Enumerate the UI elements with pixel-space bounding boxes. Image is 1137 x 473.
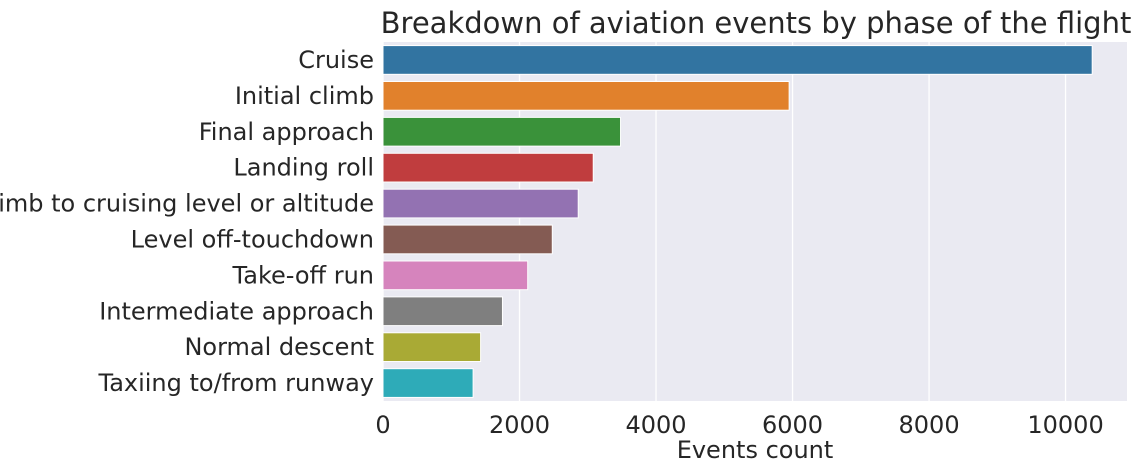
category-label: Taxiing to/from runway bbox=[98, 369, 375, 397]
category-label: Climb to cruising level or altitude bbox=[0, 190, 374, 218]
x-tick-2000: 2000 bbox=[489, 411, 550, 439]
category-label: Normal descent bbox=[184, 333, 374, 361]
category-label: Initial climb bbox=[235, 82, 374, 110]
x-tick-8000: 8000 bbox=[899, 411, 960, 439]
category-labels: Cruise Initial climb Final approach Landing… bbox=[0, 46, 374, 397]
bar-10 bbox=[382, 368, 474, 398]
x-tick-labels: 0 2000 4000 6000 8000 10000 bbox=[375, 411, 1103, 439]
chart-title: Breakdown of aviation events by phase of… bbox=[381, 6, 1132, 40]
bar-4 bbox=[382, 152, 594, 183]
category-label: Final approach bbox=[199, 118, 374, 146]
bar-6 bbox=[382, 224, 553, 255]
bar-3 bbox=[382, 116, 622, 147]
category-label: Cruise bbox=[298, 46, 374, 74]
bar-5 bbox=[382, 188, 579, 219]
bars bbox=[382, 45, 1093, 398]
bar-7 bbox=[382, 260, 529, 291]
category-label: Intermediate approach bbox=[99, 297, 374, 325]
x-tick-0: 0 bbox=[375, 411, 390, 439]
x-tick-4000: 4000 bbox=[625, 411, 686, 439]
category-label: Take-off run bbox=[232, 261, 374, 289]
bar-9 bbox=[382, 332, 482, 363]
x-tick-6000: 6000 bbox=[762, 411, 823, 439]
x-axis-label: Events count bbox=[677, 436, 834, 464]
category-label: Landing roll bbox=[233, 154, 374, 182]
x-tick-10000: 10000 bbox=[1027, 411, 1103, 439]
bar-1 bbox=[382, 45, 1093, 75]
bar-8 bbox=[382, 296, 503, 327]
bar-2 bbox=[382, 80, 790, 111]
category-label: Level off-touchdown bbox=[131, 225, 374, 253]
